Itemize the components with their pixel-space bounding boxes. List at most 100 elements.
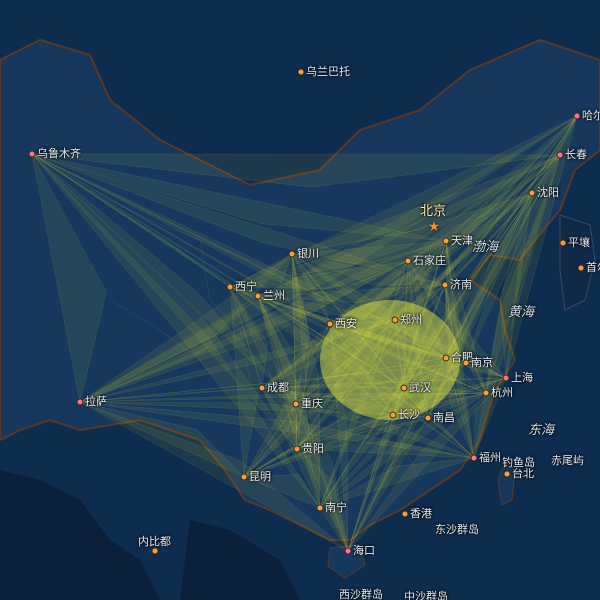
- flow-line: [257, 295, 297, 405]
- flow-line: [261, 385, 405, 389]
- flow-line: [295, 362, 467, 405]
- place-label-nabidu: 内比都: [138, 535, 171, 548]
- flow-line: [31, 153, 447, 242]
- flow-line: [296, 260, 409, 450]
- city-dot-ulaanbaatar[interactable]: [297, 68, 305, 76]
- city-dot-urumqi[interactable]: [28, 150, 36, 158]
- flow-line: [444, 115, 578, 286]
- city-dot-jinan[interactable]: [441, 281, 449, 289]
- flow-line: [407, 260, 447, 359]
- flow-line: [229, 286, 267, 304]
- city-dot-yinchuan[interactable]: [288, 250, 296, 258]
- flow-line: [296, 392, 487, 450]
- city-dot-changsha[interactable]: [389, 411, 397, 419]
- flow-line: [392, 240, 447, 416]
- city-dot-tianjin[interactable]: [442, 237, 450, 245]
- flow-line: [392, 377, 507, 416]
- flow-line: [257, 295, 298, 450]
- city-dot-hongkong[interactable]: [401, 510, 409, 518]
- city-dot-shijiazhuang[interactable]: [404, 257, 412, 265]
- flow-line: [296, 448, 349, 552]
- place-label-xisha: 西沙群岛: [339, 588, 383, 600]
- place-dot-nabidu: [151, 547, 159, 555]
- flow-line: [291, 253, 310, 450]
- flow-line: [243, 403, 297, 478]
- city-dot-shenyang[interactable]: [528, 189, 536, 197]
- city-dot-zhengzhou[interactable]: [391, 316, 399, 324]
- city-label-lanzhou: 兰州: [263, 289, 285, 302]
- city-dot-lanzhou[interactable]: [254, 292, 262, 300]
- city-dot-hefei[interactable]: [442, 354, 450, 362]
- city-dot-xian[interactable]: [326, 320, 334, 328]
- city-label-xining: 西宁: [235, 280, 257, 293]
- flow-line: [79, 401, 349, 552]
- flow-line: [229, 286, 349, 552]
- flow-line: [229, 286, 261, 478]
- flow-line: [347, 357, 447, 552]
- city-label-xian: 西安: [335, 317, 357, 330]
- flow-line: [392, 154, 561, 416]
- flow-line: [445, 357, 475, 459]
- flow-line: [261, 387, 429, 419]
- flow-line: [229, 286, 475, 459]
- flow-line: [403, 387, 475, 459]
- city-dot-chongqing[interactable]: [292, 400, 300, 408]
- flow-line: [347, 154, 561, 552]
- flow-line: [427, 392, 487, 419]
- city-label-hongkong: 香港: [410, 507, 432, 520]
- flow-line: [243, 284, 446, 478]
- flow-line: [347, 417, 429, 552]
- city-dot-chengdu[interactable]: [258, 384, 266, 392]
- flow-line: [79, 401, 394, 416]
- flow-line: [257, 154, 561, 297]
- city-dot-kunming[interactable]: [240, 473, 248, 481]
- flow-line: [295, 403, 475, 459]
- city-dot-xining[interactable]: [226, 283, 234, 291]
- flow-line: [329, 319, 396, 330]
- city-dot-taipei[interactable]: [503, 470, 511, 478]
- city-label-fuzhou: 福州: [479, 451, 501, 464]
- city-dot-wuhan[interactable]: [400, 384, 408, 392]
- flow-line: [445, 192, 533, 359]
- flow-line: [261, 357, 447, 389]
- flow-line: [261, 377, 507, 389]
- flow-line: [229, 260, 409, 289]
- city-dot-haikou[interactable]: [344, 547, 352, 555]
- sea-label-bohai: 渤海: [472, 240, 499, 255]
- city-dot-lhasa[interactable]: [76, 398, 84, 406]
- flow-line: [31, 153, 446, 286]
- city-dot-hangzhou[interactable]: [482, 389, 490, 397]
- city-dot-guiyang[interactable]: [293, 445, 301, 453]
- flow-line: [291, 253, 309, 405]
- flow-line: [427, 362, 467, 419]
- city-label-wuhan: 武汉: [409, 381, 431, 394]
- city-dot-changchun[interactable]: [556, 151, 564, 159]
- city-dot-seoul[interactable]: [577, 264, 585, 272]
- city-dot-harbin[interactable]: [573, 112, 581, 120]
- city-dot-pyongyang[interactable]: [559, 239, 567, 247]
- flow-line: [394, 319, 447, 359]
- city-dot-fuzhou[interactable]: [470, 454, 478, 462]
- flow-line: [261, 323, 331, 389]
- city-dot-nanjing[interactable]: [462, 359, 470, 367]
- china-land: [0, 38, 600, 541]
- flow-line: [31, 153, 231, 288]
- city-dot-nanning[interactable]: [316, 504, 324, 512]
- taiwan-island: [497, 461, 516, 506]
- city-dot-nanchang[interactable]: [424, 414, 432, 422]
- flow-line: [243, 474, 321, 509]
- sea-label-huanghai: 黄海: [508, 305, 535, 320]
- flow-line: [296, 319, 396, 450]
- flow-line: [291, 253, 405, 389]
- flow-line: [394, 319, 507, 379]
- flow-line: [319, 362, 467, 509]
- flow-line: [295, 192, 533, 405]
- flow-line: [261, 387, 297, 405]
- flow-line: [291, 253, 331, 325]
- place-label-dongsha: 东沙群岛: [435, 523, 479, 536]
- flow-line: [257, 295, 447, 359]
- flow-line: [407, 260, 446, 289]
- city-dot-shanghai[interactable]: [502, 374, 510, 382]
- flow-line: [31, 153, 107, 403]
